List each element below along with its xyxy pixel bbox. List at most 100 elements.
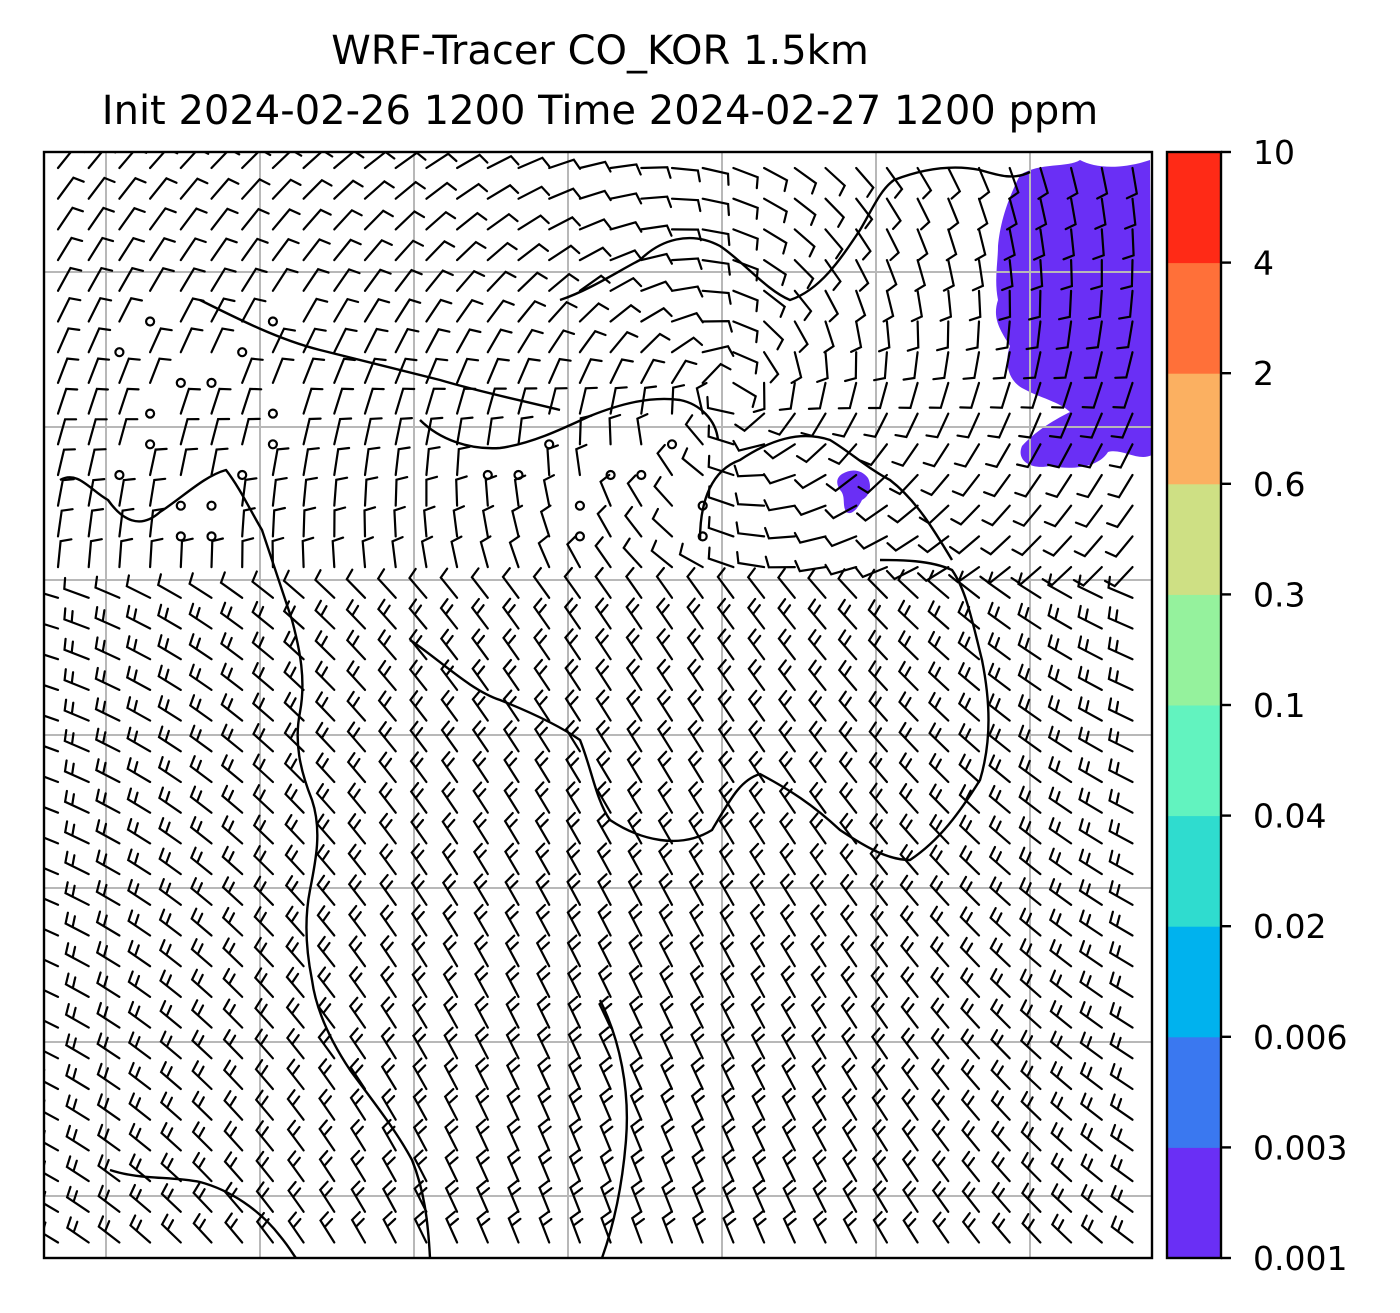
wind-barb: [441, 812, 459, 845]
wind-barb: [253, 845, 274, 876]
wind-barb: [1058, 289, 1073, 321]
wind-barb: [302, 447, 320, 477]
wind-barb: [640, 195, 673, 209]
wind-barb: [928, 691, 950, 722]
wind-barb: [44, 684, 60, 691]
wind-barb: [721, 1179, 737, 1213]
wind-barb: [442, 904, 459, 937]
wind-barb: [241, 207, 270, 231]
wind-barb: [752, 381, 766, 413]
wind-barb: [959, 906, 981, 937]
wind-barb: [985, 443, 1011, 469]
wind-barb: [1050, 1152, 1073, 1183]
wind-barb: [734, 412, 766, 433]
wind-barb: [63, 759, 90, 784]
wind-barb: [686, 628, 704, 661]
wind-barb: [1003, 228, 1016, 261]
wind-barb: [222, 967, 244, 998]
wind-barb: [126, 848, 152, 876]
wind-barb: [190, 907, 213, 937]
wind-barb: [271, 208, 301, 231]
wind-barb: [149, 477, 167, 507]
wind-barb: [899, 874, 919, 906]
wind-barb: [1012, 504, 1042, 528]
wind-barb: [839, 812, 858, 845]
wind-barb: [816, 351, 829, 383]
wind-barb: [1074, 504, 1103, 528]
wind-barb: [314, 691, 336, 722]
wind-barb: [747, 597, 766, 630]
wind-barb: [179, 237, 207, 262]
wind-barb: [349, 1027, 367, 1060]
wind-barb: [961, 1212, 981, 1244]
wind-barb: [476, 1210, 491, 1244]
wind-barb: [732, 228, 759, 251]
wind-barb: [408, 659, 428, 691]
wind-barb: [1077, 665, 1103, 691]
wind-barb: [658, 934, 674, 968]
wind-barb: [533, 628, 551, 661]
wind-barb: [990, 1120, 1011, 1152]
wind-barb: [380, 1057, 397, 1091]
wind-barb: [1030, 259, 1044, 291]
wind-barb: [960, 1028, 981, 1060]
wind-barb: [1050, 1213, 1073, 1244]
wind-barb: [87, 176, 116, 200]
wind-barb: [315, 783, 336, 814]
wind-barb: [179, 387, 201, 415]
wind-barb: [959, 875, 981, 906]
wind-barb: [640, 306, 673, 323]
wind-barb: [394, 446, 411, 477]
wind-barb: [794, 559, 827, 573]
wind-barb: [1090, 259, 1103, 291]
wind-barb: [793, 166, 818, 195]
calm-wind-marker: [206, 377, 217, 388]
wind-barb: [578, 246, 612, 262]
tracer-field: [837, 160, 1152, 514]
wind-barb: [439, 628, 459, 661]
wind-barb: [690, 1026, 705, 1060]
wind-barb: [255, 1120, 274, 1152]
wind-barb: [686, 567, 704, 599]
calm-wind-marker: [175, 377, 186, 388]
wind-barb: [959, 381, 981, 409]
wind-barb: [1048, 786, 1073, 814]
wind-barb: [749, 873, 766, 906]
map-background: [44, 152, 1152, 1258]
wind-barb: [44, 714, 60, 722]
wind-barb: [96, 1093, 121, 1121]
wind-barb: [252, 784, 274, 814]
wind-barb: [253, 936, 274, 968]
wind-barb: [807, 381, 827, 410]
wind-barb: [56, 176, 85, 200]
wind-barb: [687, 720, 704, 753]
wind-barb: [718, 842, 735, 876]
wind-barb: [987, 632, 1011, 661]
wind-barb: [157, 664, 182, 691]
wind-barb: [1062, 228, 1075, 261]
wind-barb: [65, 1155, 90, 1183]
wind-barb: [823, 320, 835, 354]
wind-barb: [844, 351, 858, 383]
wind-barb: [223, 1151, 244, 1183]
wind-barb: [656, 689, 674, 722]
wind-barb: [578, 329, 607, 354]
wind-barb: [1108, 758, 1134, 784]
wind-barb: [1079, 412, 1103, 439]
wind-barb: [409, 781, 428, 814]
wind-barb: [56, 508, 74, 538]
wind-barb: [286, 1028, 305, 1060]
wind-barb: [87, 538, 103, 569]
wind-barb: [782, 1149, 797, 1183]
wind-barb: [64, 911, 90, 937]
wind-barb: [253, 967, 274, 998]
coastline-west: [59, 468, 432, 1258]
wind-barb: [223, 1181, 244, 1213]
wind-barb: [988, 845, 1011, 876]
wind-barb: [284, 875, 305, 906]
wind-barb: [670, 359, 698, 384]
wind-barb: [658, 842, 674, 876]
wind-barb: [255, 1150, 274, 1183]
wind-barb: [855, 289, 867, 323]
wind-barb: [128, 1092, 152, 1121]
